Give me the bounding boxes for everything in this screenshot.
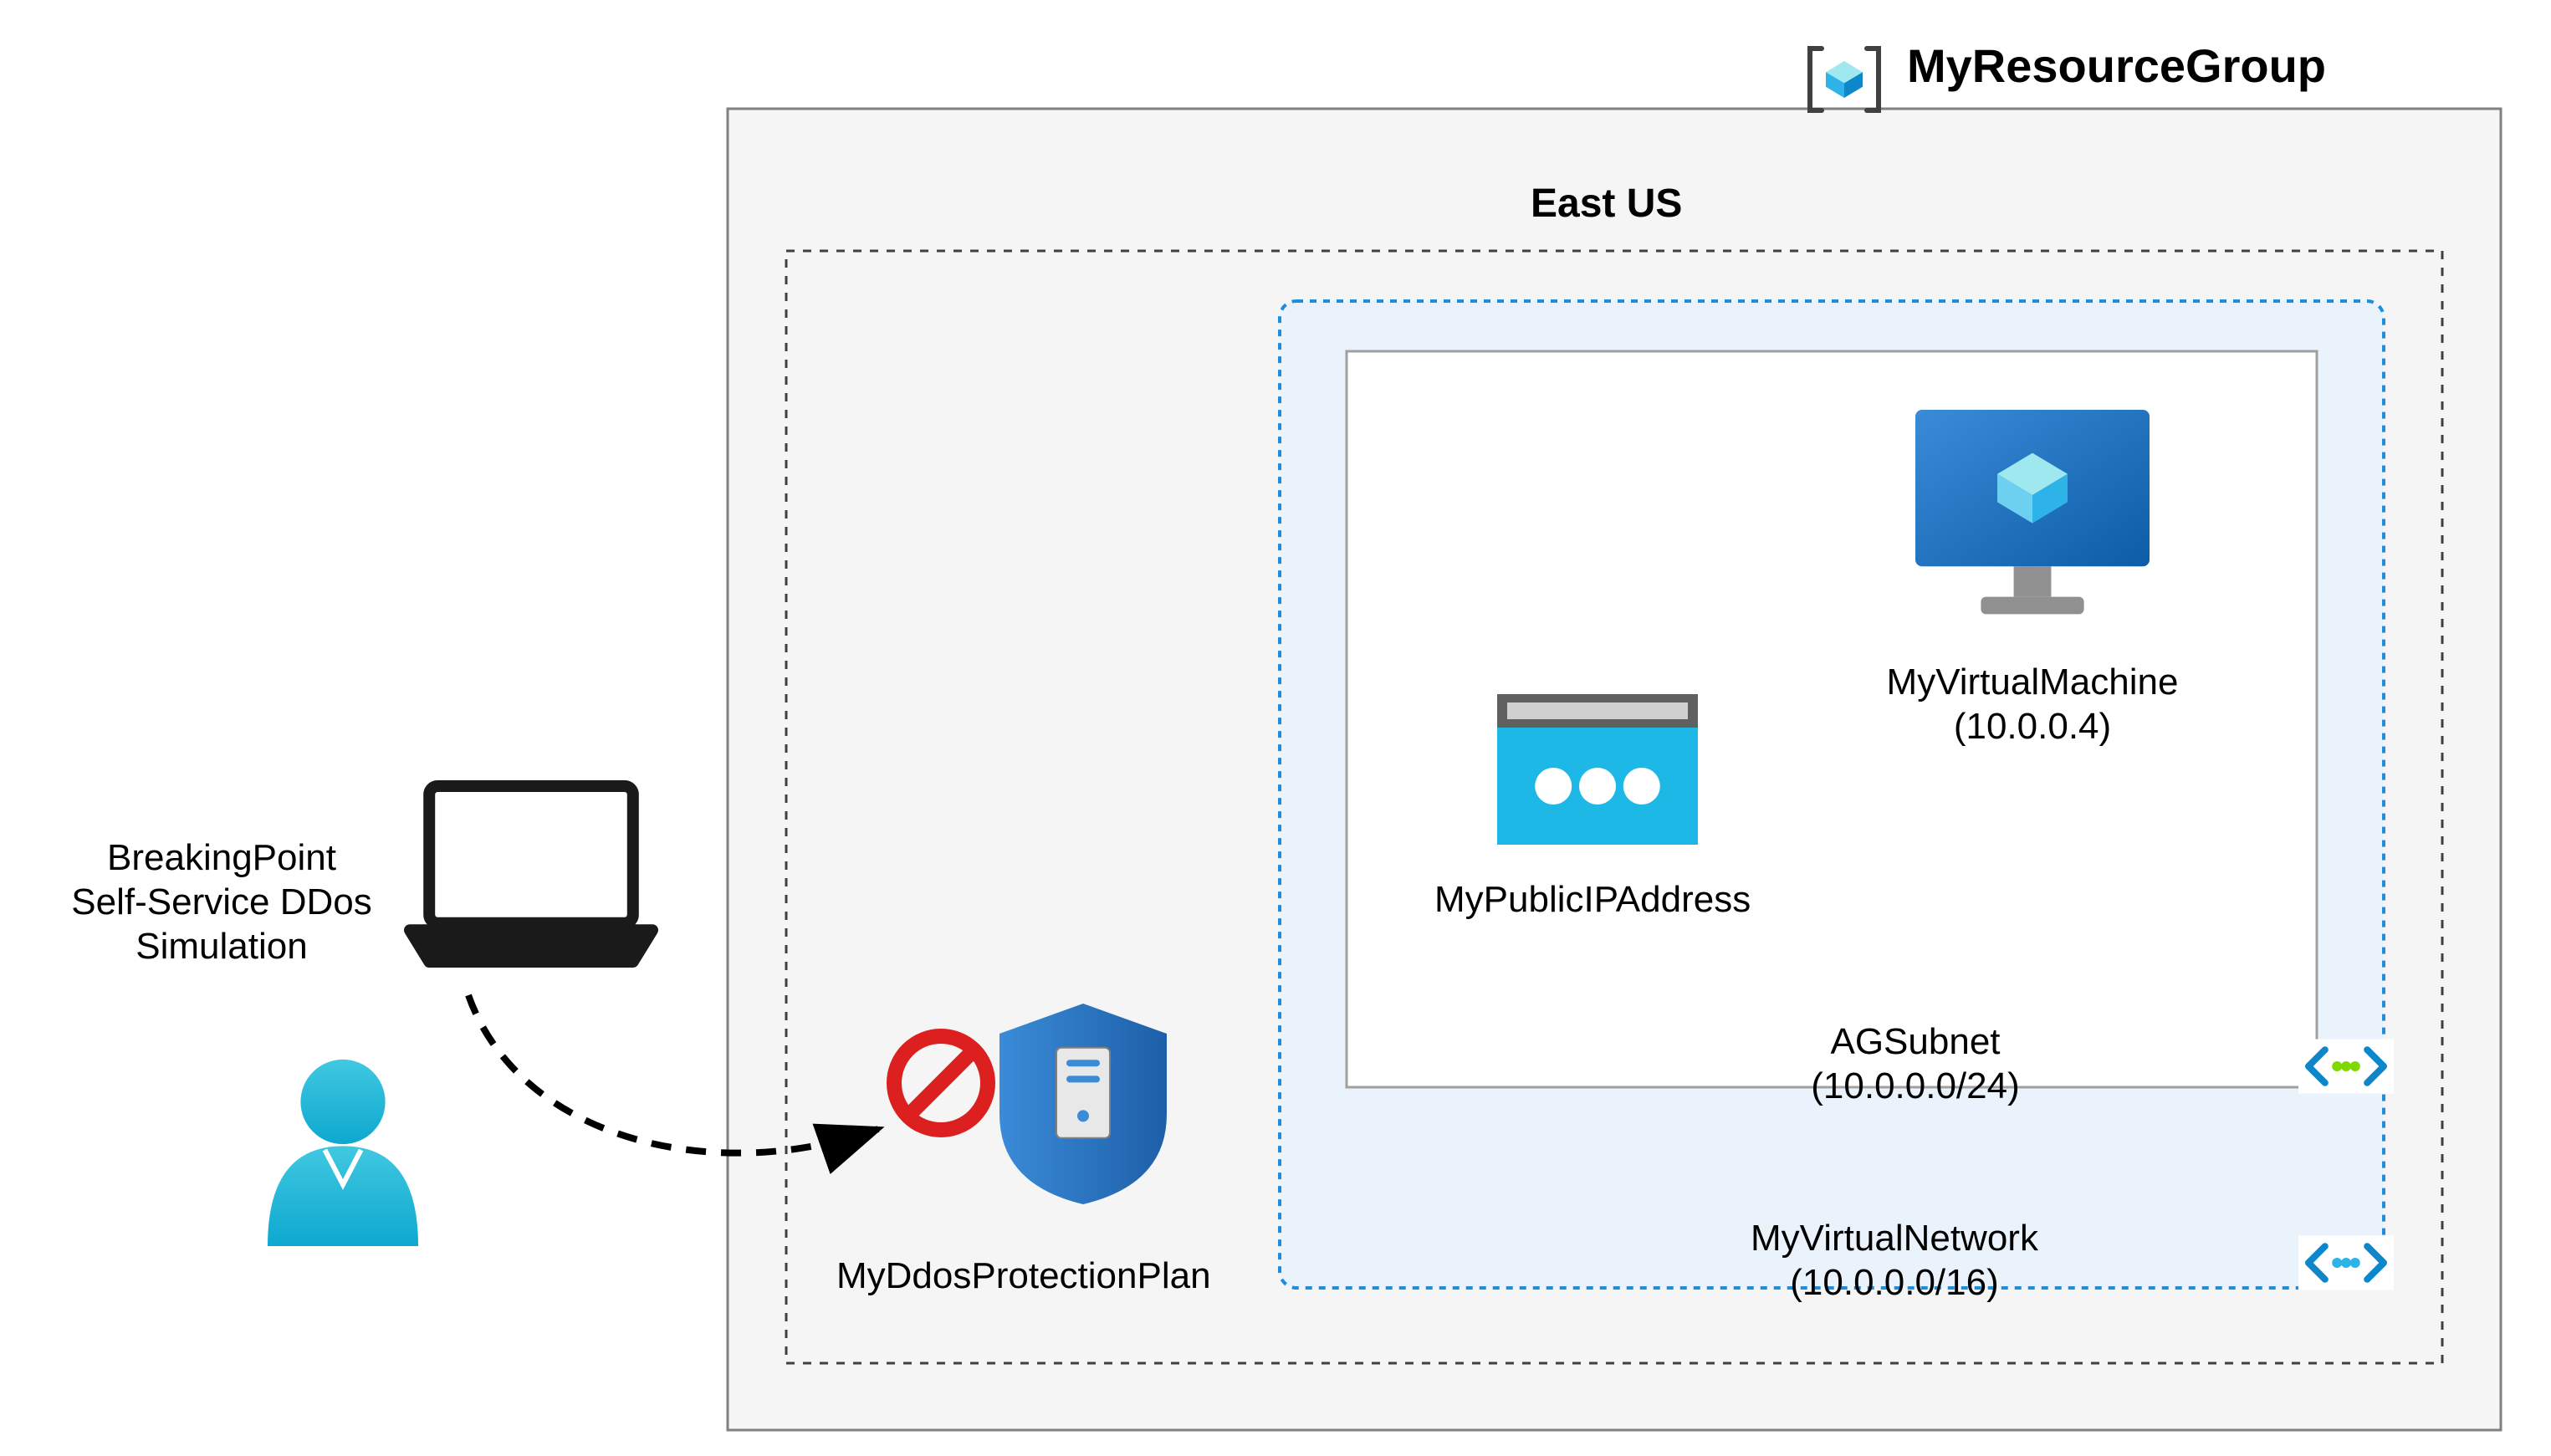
public-ip-label: MyPublicIPAddress <box>1434 878 1751 922</box>
subnet-cidr: (10.0.0.0/24) <box>1773 1065 2058 1109</box>
vm-label: MyVirtualMachine (10.0.0.4) <box>1865 661 2200 749</box>
vnet-name: MyVirtualNetwork <box>1715 1217 2074 1261</box>
client-line1: BreakingPoint <box>42 836 401 881</box>
ddos-label: MyDdosProtectionPlan <box>836 1254 1211 1299</box>
vm-name: MyVirtualMachine <box>1865 661 2200 705</box>
region-title: East US <box>1531 180 1682 228</box>
vnet-label: MyVirtualNetwork (10.0.0.0/16) <box>1715 1217 2074 1305</box>
client-line2: Self-Service DDos <box>42 881 401 925</box>
client-line3: Simulation <box>42 925 401 969</box>
vnet-cidr: (10.0.0.0/16) <box>1715 1261 2074 1305</box>
vm-ip: (10.0.0.4) <box>1865 705 2200 749</box>
subnet-label: AGSubnet (10.0.0.0/24) <box>1773 1020 2058 1109</box>
resource-group-title: MyResourceGroup <box>1907 38 2326 94</box>
client-label: BreakingPoint Self-Service DDos Simulati… <box>42 836 401 968</box>
subnet-name: AGSubnet <box>1773 1020 2058 1065</box>
